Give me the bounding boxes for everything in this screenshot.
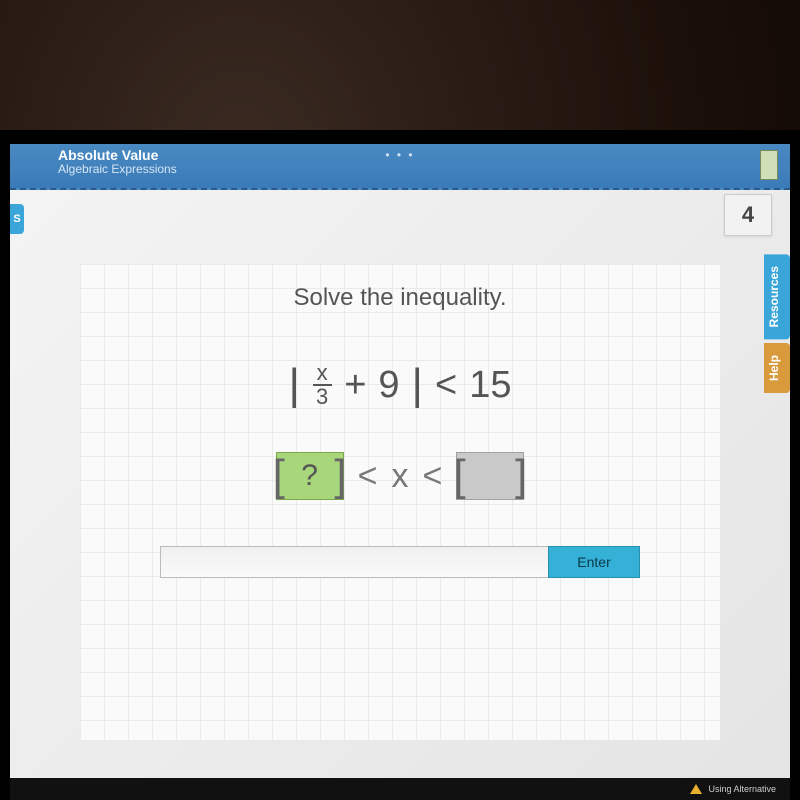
lesson-subtitle: Algebraic Expressions	[58, 163, 177, 176]
addend: 9	[378, 364, 399, 407]
left-drawer-tab[interactable]: S	[10, 204, 24, 234]
status-bar: Using Alternative	[10, 778, 790, 800]
bracket-right-icon: ]	[515, 451, 527, 501]
problem-area: Solve the inequality. | x 3 + 9 | < 15 […	[80, 264, 720, 740]
side-tabs: Resources Help	[764, 254, 790, 393]
lt-1: <	[358, 457, 378, 496]
answer-template: [ ? ] < x < [ ]	[276, 452, 525, 500]
problem-prompt: Solve the inequality.	[293, 284, 506, 312]
lesson-header: Absolute Value Algebraic Expressions • •…	[10, 144, 790, 190]
app-screen: Absolute Value Algebraic Expressions • •…	[10, 144, 790, 800]
lesson-titles: Absolute Value Algebraic Expressions	[58, 148, 177, 177]
lt-2: <	[423, 457, 443, 496]
warning-icon	[690, 784, 702, 794]
fraction-denominator: 3	[312, 386, 332, 408]
variable-x: x	[392, 457, 409, 496]
enter-button[interactable]: Enter	[548, 546, 640, 578]
slot-lower-placeholder: ?	[301, 459, 318, 493]
monitor-bezel: Absolute Value Algebraic Expressions • •…	[0, 130, 800, 800]
abs-bar-left: |	[289, 360, 300, 410]
bracket-right-icon: ]	[334, 451, 346, 501]
answer-input[interactable]	[160, 546, 548, 578]
score-value: 4	[742, 202, 754, 228]
less-than-sign: <	[435, 364, 457, 407]
resources-tab[interactable]: Resources	[764, 254, 790, 339]
fraction-numerator: x	[313, 362, 332, 386]
drag-handle-icon[interactable]: • • •	[385, 148, 414, 162]
answer-slot-upper[interactable]: [ ]	[456, 452, 524, 500]
abs-bar-right: |	[412, 360, 423, 410]
bracket-left-icon: [	[273, 451, 285, 501]
fraction: x 3	[312, 362, 332, 408]
inequality-expression: | x 3 + 9 | < 15	[289, 360, 512, 410]
answer-slot-lower[interactable]: [ ? ]	[276, 452, 344, 500]
help-tab[interactable]: Help	[764, 343, 790, 393]
lesson-title: Absolute Value	[58, 148, 177, 163]
bracket-left-icon: [	[453, 451, 465, 501]
status-text: Using Alternative	[708, 784, 776, 794]
score-badge: 4	[724, 194, 772, 236]
rhs-value: 15	[469, 364, 511, 407]
plus-sign: +	[344, 364, 366, 407]
answer-input-row: Enter	[160, 546, 640, 578]
ticket-icon[interactable]	[760, 150, 778, 180]
